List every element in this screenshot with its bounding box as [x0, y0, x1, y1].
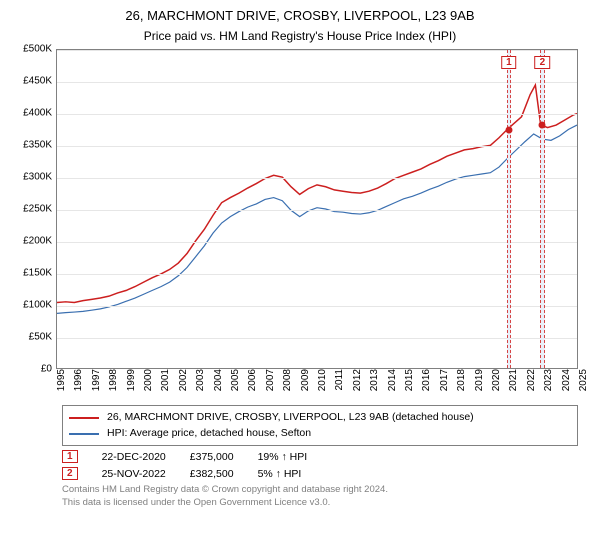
chart-container: 26, MARCHMONT DRIVE, CROSBY, LIVERPOOL, … [0, 0, 600, 560]
sale-date: 22-DEC-2020 [102, 451, 166, 463]
legend-label: 26, MARCHMONT DRIVE, CROSBY, LIVERPOOL, … [107, 410, 474, 426]
y-tick-label: £300K [23, 171, 56, 182]
legend-swatch [69, 433, 99, 435]
series-line [57, 85, 577, 303]
gridline [57, 178, 577, 179]
sale-price: £375,000 [190, 451, 234, 463]
sale-marker-label: 2 [535, 56, 551, 69]
sale-highlight [540, 50, 544, 368]
legend-label: HPI: Average price, detached house, Seft… [107, 426, 311, 442]
sale-delta: 19% ↑ HPI [258, 451, 308, 463]
sale-delta: 5% ↑ HPI [258, 468, 302, 480]
footer-attribution: Contains HM Land Registry data © Crown c… [62, 484, 578, 509]
gridline [57, 146, 577, 147]
gridline [57, 306, 577, 307]
chart-area: 12 £0£50K£100K£150K£200K£250K£300K£350K£… [56, 49, 578, 399]
sales-list: 1 22-DEC-2020 £375,000 19% ↑ HPI 2 25-NOV-202… [16, 450, 584, 480]
sale-number-box: 1 [62, 450, 78, 463]
gridline [57, 274, 577, 275]
gridline [57, 82, 577, 83]
y-tick-label: £500K [23, 43, 56, 54]
legend-swatch [69, 417, 99, 419]
gridline [57, 50, 577, 51]
legend-row: HPI: Average price, detached house, Seft… [69, 426, 571, 442]
y-tick-label: £50K [29, 331, 56, 342]
legend-box: 26, MARCHMONT DRIVE, CROSBY, LIVERPOOL, … [62, 405, 578, 447]
gridline [57, 210, 577, 211]
legend-row: 26, MARCHMONT DRIVE, CROSBY, LIVERPOOL, … [69, 410, 571, 426]
chart-title: 26, MARCHMONT DRIVE, CROSBY, LIVERPOOL, … [16, 8, 584, 25]
footer-line-1: Contains HM Land Registry data © Crown c… [62, 484, 578, 496]
footer-line-2: This data is licensed under the Open Gov… [62, 497, 578, 509]
y-tick-label: £150K [23, 267, 56, 278]
sale-price: £382,500 [190, 468, 234, 480]
sale-highlight [507, 50, 511, 368]
sale-marker-dot [505, 126, 512, 133]
plot-region: 12 [56, 49, 578, 369]
y-tick-label: £400K [23, 107, 56, 118]
y-tick-label: £250K [23, 203, 56, 214]
y-tick-label: £350K [23, 139, 56, 150]
series-line [57, 125, 577, 313]
gridline [57, 114, 577, 115]
sale-row: 2 25-NOV-2022 £382,500 5% ↑ HPI [62, 467, 578, 480]
y-tick-label: £450K [23, 75, 56, 86]
y-tick-label: £100K [23, 299, 56, 310]
sale-row: 1 22-DEC-2020 £375,000 19% ↑ HPI [62, 450, 578, 463]
y-tick-label: £200K [23, 235, 56, 246]
sale-marker-label: 1 [501, 56, 517, 69]
sale-marker-dot [539, 122, 546, 129]
y-tick-label: £0 [41, 363, 56, 374]
line-canvas [57, 50, 577, 368]
gridline [57, 338, 577, 339]
sale-number-box: 2 [62, 467, 78, 480]
sale-date: 25-NOV-2022 [102, 468, 166, 480]
chart-subtitle: Price paid vs. HM Land Registry's House … [16, 29, 584, 43]
gridline [57, 242, 577, 243]
